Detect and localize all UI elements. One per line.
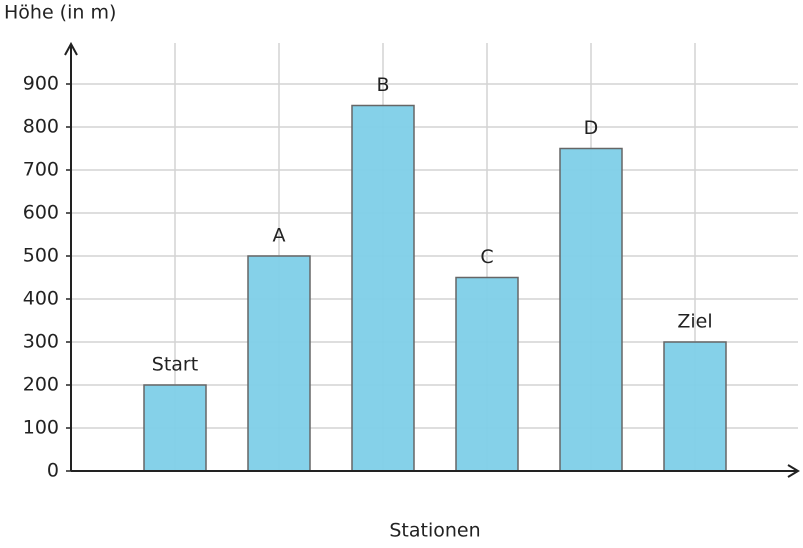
bar-label: B [376,74,389,96]
bar [663,341,727,472]
y-tick-label: 600 [23,202,59,224]
y-tick-label: 300 [23,331,59,353]
y-tick-label: 400 [23,288,59,310]
bar-label: A [273,225,286,247]
bar [455,276,519,472]
y-axis-arrow [64,41,78,56]
x-axis-label: Stationen [389,520,480,542]
x-axis-arrow [787,464,800,478]
y-tick-label: 700 [23,159,59,181]
y-tick-label: 0 [47,460,59,482]
bar [247,255,311,472]
y-tick-label: 900 [23,73,59,95]
y-tick-label: 100 [23,417,59,439]
bar-label: D [584,117,599,139]
bar [351,104,415,472]
bar [143,384,207,472]
y-axis-label: Höhe (in m) [4,2,116,24]
y-tick-label: 800 [23,116,59,138]
y-tick-label: 200 [23,374,59,396]
y-tick-label: 500 [23,245,59,267]
bar [559,147,623,472]
bar-label: C [480,246,493,268]
bar-label: Ziel [677,311,712,333]
bar-label: Start [152,354,198,376]
